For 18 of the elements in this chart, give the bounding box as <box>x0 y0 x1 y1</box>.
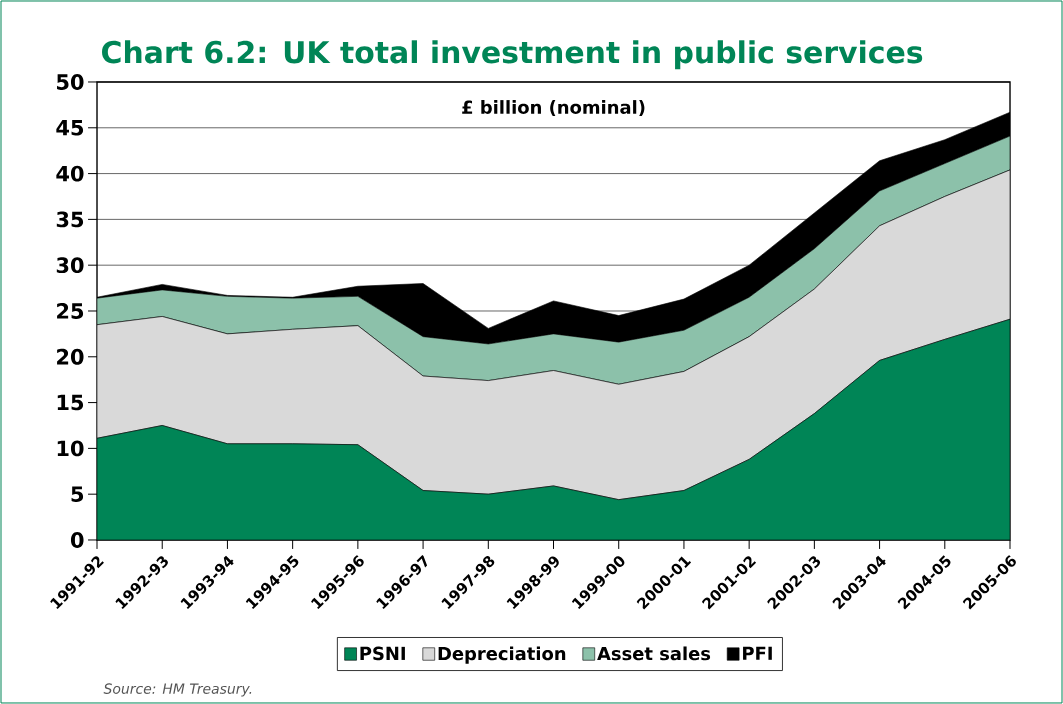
y-tick-label: 0 <box>70 532 84 548</box>
legend-label: PFI <box>743 646 772 660</box>
y-tick-label: 25 <box>57 303 84 319</box>
legend-label: Asset sales <box>597 646 711 661</box>
legend-label: PSNI <box>360 646 405 661</box>
y-tick-label: 15 <box>57 394 84 411</box>
y-tick-label: 50 <box>57 74 84 90</box>
y-tick-label: 40 <box>56 165 84 182</box>
y-axis-title: £ billion (nominal) <box>462 100 645 117</box>
y-tick-label: 30 <box>56 257 84 274</box>
y-tick-label: 5 <box>71 486 84 502</box>
y-tick-label: 35 <box>56 211 84 228</box>
source-note: Source: HM Treasury. <box>103 683 252 697</box>
y-tick-label: 45 <box>56 120 84 136</box>
legend-label: Depreciation <box>438 646 566 664</box>
y-tick-label: 10 <box>57 440 84 457</box>
y-tick-label: 20 <box>57 348 84 365</box>
chart-title: Chart 6.2: UK total investment in public services <box>102 40 923 70</box>
